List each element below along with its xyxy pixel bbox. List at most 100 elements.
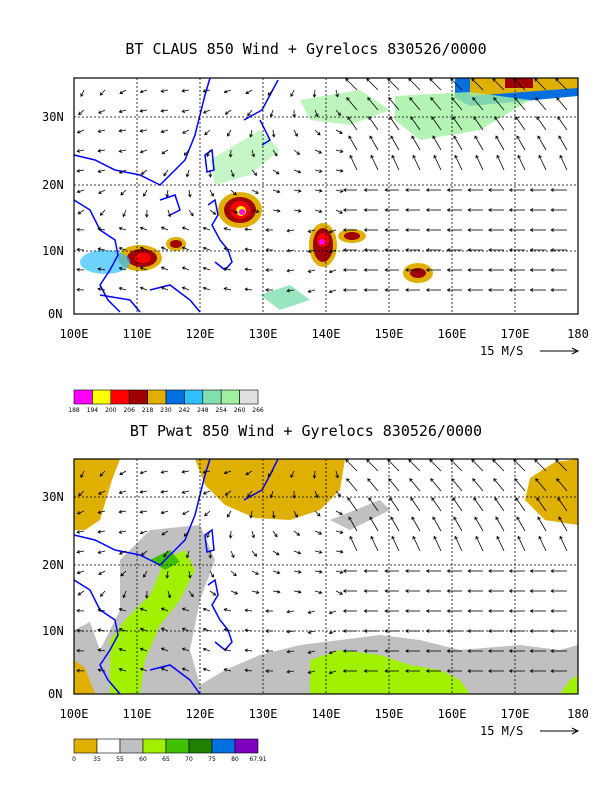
- wind-arrow: [119, 648, 127, 652]
- wind-arrow-head: [139, 647, 144, 652]
- wind-arrow-head: [97, 247, 102, 252]
- wind-arrow-head: [516, 516, 520, 521]
- wind-arrow: [182, 129, 190, 134]
- wind-arrow-head: [342, 649, 347, 653]
- wind-arrow: [335, 570, 343, 574]
- wind-arrow-head: [202, 246, 207, 251]
- wind-arrow-head: [80, 93, 84, 97]
- wind-arrow-head: [446, 248, 451, 252]
- wind-arrow-head: [508, 589, 513, 593]
- wind-arrow: [538, 155, 547, 171]
- wind-arrow-head: [493, 97, 497, 101]
- wind-arrow-head: [390, 135, 394, 140]
- wind-arrow: [537, 516, 547, 532]
- wind-arrow-head: [181, 226, 186, 231]
- wind-arrow-head: [224, 492, 229, 496]
- wind-arrow: [557, 497, 568, 512]
- wind-arrow-head: [425, 589, 430, 593]
- wind-arrow-head: [202, 89, 207, 93]
- wind-arrow-head: [450, 459, 454, 463]
- wind-arrow: [314, 590, 322, 594]
- wind-arrow-head: [384, 649, 388, 653]
- wind-arrow-head: [412, 154, 416, 159]
- wind-arrow-head: [76, 189, 81, 194]
- wind-arrow: [119, 490, 127, 494]
- wind-arrow-head: [454, 535, 458, 540]
- wind-arrow-head: [405, 649, 409, 653]
- wind-arrow-head: [187, 574, 192, 579]
- wind-arrow: [474, 516, 484, 532]
- wind-arrow-head: [98, 571, 102, 575]
- wind-arrow: [517, 536, 526, 552]
- wind-arrow-head: [249, 514, 254, 519]
- wind-arrow: [186, 169, 190, 177]
- wind-arrow: [163, 169, 169, 176]
- wind-arrow-head: [265, 609, 269, 613]
- wind-arrow: [98, 609, 106, 612]
- wind-arrow: [245, 288, 253, 291]
- wind-arrow-head: [286, 629, 290, 634]
- wind-arrow: [314, 109, 318, 117]
- wind-arrow-head: [339, 511, 343, 515]
- wind-arrow: [451, 478, 463, 492]
- wind-arrow: [98, 248, 106, 251]
- wind-arrow-head: [247, 112, 251, 117]
- wind-arrow: [450, 459, 463, 472]
- wind-arrow: [293, 209, 301, 212]
- wind-arrow: [140, 227, 148, 231]
- wind-arrow-head: [255, 190, 259, 194]
- wind-arrow-head: [223, 227, 228, 231]
- wind-arrow-head: [223, 668, 228, 672]
- wind-arrow-head: [529, 589, 534, 593]
- wind-arrow: [516, 135, 526, 151]
- wind-arrow-head: [339, 570, 344, 574]
- wind-arrow: [182, 608, 190, 612]
- wind-arrow-head: [118, 149, 123, 153]
- wind-arrow-head: [165, 193, 170, 198]
- wind-arrow-head: [286, 669, 290, 674]
- wind-arrow-head: [118, 286, 123, 291]
- wind-arrow-head: [317, 131, 321, 136]
- colorbar-label: 194: [87, 407, 99, 414]
- wind-arrow: [290, 470, 295, 478]
- wind-arrow-head: [425, 188, 430, 192]
- wind-arrow: [224, 89, 232, 93]
- wind-arrow: [430, 97, 442, 111]
- wind-arrow: [366, 78, 379, 91]
- wind-arrow-head: [517, 154, 521, 159]
- wind-arrow-head: [307, 610, 312, 614]
- wind-arrow-head: [363, 649, 368, 653]
- wind-arrow: [230, 550, 235, 558]
- wind-arrow-head: [410, 497, 414, 501]
- wind-arrow-head: [181, 627, 186, 632]
- wind-arrow-head: [202, 667, 207, 672]
- wind-arrow-head: [514, 97, 518, 101]
- wind-arrow-head: [286, 248, 290, 253]
- wind-arrow: [182, 109, 190, 113]
- wind-arrow-head: [515, 497, 519, 501]
- wind-arrow: [314, 149, 322, 154]
- wind-arrow-head: [550, 669, 554, 673]
- wind-arrow-head: [253, 172, 258, 176]
- wind-arrow: [368, 116, 379, 131]
- wind-arrow-head: [139, 627, 144, 632]
- wind-arrow: [388, 97, 400, 111]
- wind-arrow-head: [508, 649, 513, 653]
- wind-arrow-head: [292, 114, 297, 118]
- wind-arrow-head: [363, 188, 368, 192]
- wind-arrow-head: [76, 168, 81, 173]
- wind-arrow-head: [118, 109, 123, 114]
- wind-arrow-head: [294, 133, 298, 137]
- wind-arrow-head: [118, 128, 123, 133]
- wind-arrow: [230, 149, 232, 158]
- wind-arrow-head: [228, 535, 233, 539]
- wind-arrow: [245, 609, 253, 612]
- wind-arrow-head: [446, 669, 451, 673]
- wind-arrow: [335, 470, 339, 478]
- wind-arrow-head: [492, 459, 496, 463]
- colorbar-swatch: [128, 389, 148, 405]
- cloud-band-north: [210, 78, 578, 310]
- wind-arrow-head: [307, 229, 312, 233]
- colorbar-label: 0: [72, 756, 76, 763]
- wind-arrow-head: [292, 495, 297, 499]
